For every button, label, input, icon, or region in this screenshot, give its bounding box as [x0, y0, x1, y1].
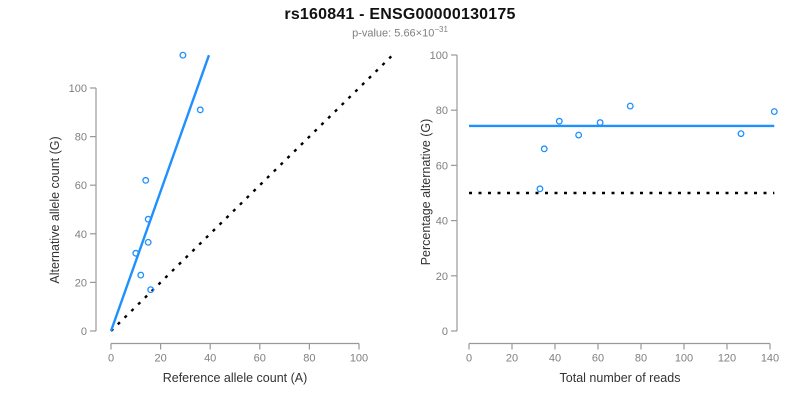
p-value-subtitle: p-value: 5.66×10−31: [0, 25, 800, 40]
data-point: [626, 102, 634, 110]
data-point: [737, 130, 745, 138]
data-point: [144, 215, 152, 223]
data-point: [147, 286, 155, 294]
left-y-axis-title: Alternative allele count (G): [48, 136, 62, 284]
x-tick-label: 20: [154, 353, 166, 365]
panel-left: 0 20 40 60 80 100 0 20 40 60 80 100: [69, 51, 393, 365]
panel-right: 0 20 40 60 80 100 0 20 40 60 80 100 120 140: [430, 50, 780, 365]
left-x-axis-title: Reference allele count (A): [162, 371, 308, 385]
x-tick-label: 0: [466, 353, 472, 365]
x-tick-label: 80: [303, 353, 315, 365]
y-tick-label: 60: [436, 160, 448, 172]
right-x-axis-title: Total number of reads: [559, 371, 681, 385]
data-point: [540, 145, 548, 153]
data-point: [575, 131, 583, 139]
y-tick-label: 100: [430, 50, 448, 62]
right-y-axis-title: Percentage alternative (G): [419, 118, 433, 266]
p-value-exponent: −31: [434, 25, 448, 34]
x-tick-label: 80: [635, 353, 647, 365]
x-tick-label: 20: [506, 353, 518, 365]
data-point: [196, 106, 204, 114]
y-tick-label: 40: [75, 229, 87, 241]
x-tick-label: 140: [761, 353, 779, 365]
y-tick-label: 20: [75, 277, 87, 289]
x-tick-label: 100: [675, 353, 693, 365]
y-tick-label: 80: [436, 105, 448, 117]
data-point: [770, 108, 778, 116]
data-point: [536, 185, 544, 193]
data-point: [142, 176, 150, 184]
x-tick-label: 40: [549, 353, 561, 365]
x-tick-label: 60: [254, 353, 266, 365]
data-point: [137, 271, 145, 279]
y-tick-label: 0: [81, 326, 87, 338]
regression-line: [109, 54, 211, 332]
data-point: [555, 117, 563, 125]
x-tick-label: 40: [204, 353, 216, 365]
y-tick-label: 20: [436, 271, 448, 283]
x-tick-label: 100: [350, 353, 368, 365]
data-point: [144, 238, 152, 246]
y-tick-label: 80: [75, 132, 87, 144]
p-value-base: p-value: 5.66×10: [352, 27, 435, 40]
y-tick-label: 40: [436, 216, 448, 228]
x-tick-label: 120: [718, 353, 736, 365]
data-point: [179, 51, 187, 59]
data-point: [132, 249, 140, 257]
x-tick-label: 60: [592, 353, 604, 365]
y-tick-label: 0: [442, 326, 448, 338]
y-tick-label: 60: [75, 180, 87, 192]
data-point: [596, 119, 604, 127]
figure-title: rs160841 - ENSG00000130175: [284, 6, 516, 23]
y-tick-label: 100: [69, 83, 87, 95]
x-tick-label: 0: [108, 353, 114, 365]
